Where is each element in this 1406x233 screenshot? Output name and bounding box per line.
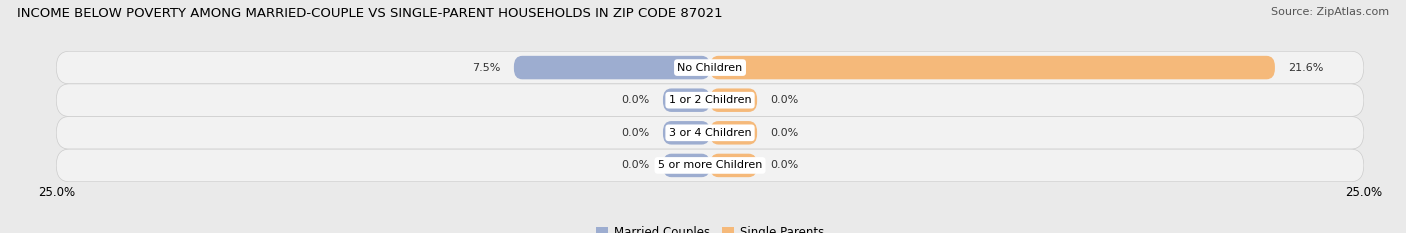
Text: Source: ZipAtlas.com: Source: ZipAtlas.com — [1271, 7, 1389, 17]
FancyBboxPatch shape — [664, 154, 710, 177]
FancyBboxPatch shape — [710, 89, 756, 112]
Text: 0.0%: 0.0% — [621, 128, 650, 138]
FancyBboxPatch shape — [710, 121, 756, 144]
Text: No Children: No Children — [678, 63, 742, 72]
FancyBboxPatch shape — [664, 89, 710, 112]
FancyBboxPatch shape — [710, 154, 756, 177]
Text: 0.0%: 0.0% — [621, 95, 650, 105]
FancyBboxPatch shape — [56, 149, 1364, 182]
Text: 0.0%: 0.0% — [770, 161, 799, 170]
FancyBboxPatch shape — [515, 56, 710, 79]
Text: INCOME BELOW POVERTY AMONG MARRIED-COUPLE VS SINGLE-PARENT HOUSEHOLDS IN ZIP COD: INCOME BELOW POVERTY AMONG MARRIED-COUPL… — [17, 7, 723, 20]
Text: 1 or 2 Children: 1 or 2 Children — [669, 95, 751, 105]
Text: 21.6%: 21.6% — [1288, 63, 1323, 72]
Text: 5 or more Children: 5 or more Children — [658, 161, 762, 170]
FancyBboxPatch shape — [664, 121, 710, 144]
FancyBboxPatch shape — [710, 56, 1275, 79]
Text: 0.0%: 0.0% — [621, 161, 650, 170]
Text: 0.0%: 0.0% — [770, 95, 799, 105]
FancyBboxPatch shape — [56, 116, 1364, 149]
Text: 3 or 4 Children: 3 or 4 Children — [669, 128, 751, 138]
FancyBboxPatch shape — [56, 84, 1364, 116]
Text: 7.5%: 7.5% — [472, 63, 501, 72]
FancyBboxPatch shape — [56, 51, 1364, 84]
Text: 0.0%: 0.0% — [770, 128, 799, 138]
Legend: Married Couples, Single Parents: Married Couples, Single Parents — [592, 221, 828, 233]
